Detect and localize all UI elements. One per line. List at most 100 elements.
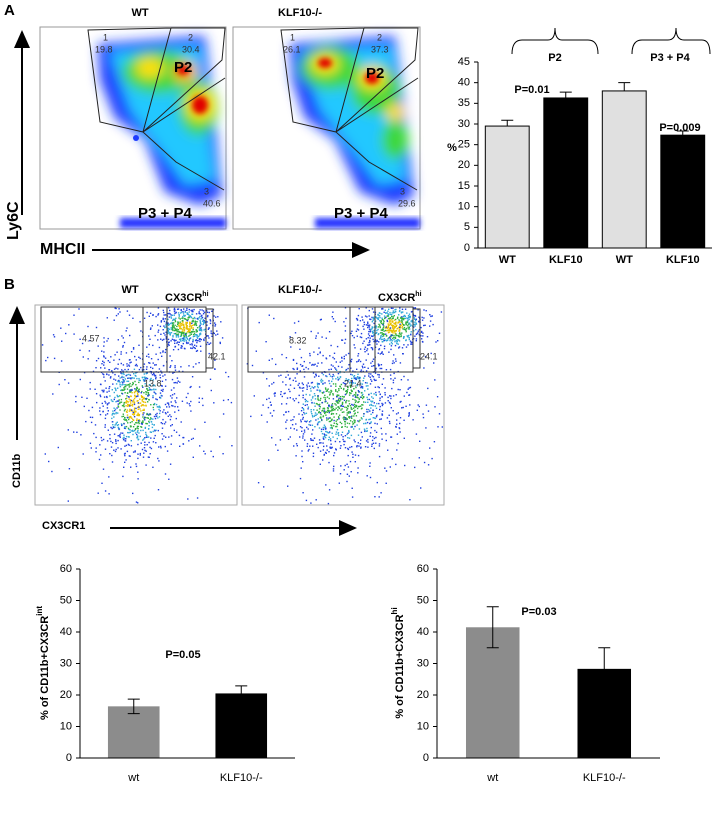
cell-dot <box>397 327 399 329</box>
cell-dot <box>287 485 289 487</box>
cell-dot <box>214 325 216 327</box>
cell-dot <box>146 377 149 380</box>
cell-dot <box>137 453 139 455</box>
cell-dot <box>402 337 405 339</box>
cell-dot <box>167 322 169 324</box>
cell-dot <box>190 322 192 324</box>
cell-dot <box>149 384 151 386</box>
cell-dot <box>386 327 388 330</box>
cell-dot <box>384 309 386 311</box>
cell-dot <box>177 321 179 323</box>
cell-dot <box>350 381 352 384</box>
cell-dot <box>187 498 189 500</box>
cell-dot <box>331 427 333 429</box>
cell-dot <box>150 404 152 406</box>
cell-dot <box>344 325 347 327</box>
cell-dot <box>377 326 379 328</box>
cell-dot <box>199 324 201 327</box>
error-bar <box>486 606 499 649</box>
cell-dot <box>196 336 198 338</box>
cell-dot <box>198 397 200 399</box>
cell-dot <box>180 323 182 325</box>
cell-dot <box>322 380 324 382</box>
cell-dot <box>319 421 321 423</box>
cell-dot <box>158 460 160 462</box>
cell-dot <box>178 314 180 316</box>
cell-dot <box>364 351 366 353</box>
cell-dot <box>148 394 150 396</box>
cell-dot <box>410 343 412 345</box>
cell-dot <box>131 384 134 386</box>
cell-dot <box>199 345 202 347</box>
cell-dot <box>356 445 358 447</box>
cell-dot <box>389 323 392 326</box>
cell-dot <box>130 404 132 406</box>
cell-dot <box>117 363 119 365</box>
cell-dot <box>143 447 146 449</box>
cell-dot <box>139 408 141 410</box>
cell-dot <box>159 392 162 394</box>
cell-dot <box>420 331 423 333</box>
cell-dot <box>152 379 154 381</box>
cell-dot <box>172 329 174 332</box>
cell-dot <box>133 373 135 375</box>
annotation: P2 <box>548 52 561 64</box>
cell-dot <box>375 379 377 381</box>
cell-dot <box>376 481 378 484</box>
cell-dot <box>392 337 394 340</box>
cell-dot <box>371 347 374 349</box>
cell-dot <box>414 307 417 309</box>
cell-dot <box>347 448 350 451</box>
cell-dot <box>121 369 123 371</box>
cell-dot <box>385 339 387 341</box>
cell-dot <box>356 319 359 321</box>
cell-dot <box>143 404 145 407</box>
cell-dot <box>137 408 139 410</box>
cell-dot <box>132 411 134 414</box>
cell-dot <box>332 311 334 313</box>
cell-dot <box>319 319 322 321</box>
cell-dot <box>306 386 308 388</box>
cell-dot <box>177 348 180 351</box>
gate-title: CX3CRhi <box>378 291 422 304</box>
annotation: P=0.03 <box>521 606 556 618</box>
cell-dot <box>140 366 142 369</box>
cell-dot <box>172 336 174 338</box>
cell-dot <box>338 388 340 390</box>
cell-dot <box>188 311 190 313</box>
cell-dot <box>347 437 349 439</box>
cell-dot <box>338 414 341 416</box>
cell-dot <box>169 333 171 335</box>
cell-dot <box>304 439 306 441</box>
cell-dot <box>391 387 393 390</box>
cell-dot <box>177 406 179 408</box>
cell-dot <box>95 367 97 369</box>
cell-dot <box>325 428 327 430</box>
cell-dot <box>199 315 201 318</box>
cell-dot <box>183 329 186 331</box>
cell-dot <box>126 416 129 419</box>
cell-dot <box>408 415 410 417</box>
cell-dot <box>309 352 311 355</box>
cell-dot <box>149 338 151 340</box>
cell-dot <box>322 392 324 394</box>
cell-dot <box>332 394 334 396</box>
cell-dot <box>106 391 108 393</box>
density-plot <box>39 26 227 230</box>
cell-dot <box>127 377 129 379</box>
cell-dot <box>299 436 301 438</box>
cell-dot <box>100 436 102 439</box>
cell-dot <box>389 466 391 468</box>
cell-dot <box>320 413 322 416</box>
cell-dot <box>327 410 330 412</box>
cell-dot <box>362 342 364 345</box>
cell-dot <box>330 406 332 408</box>
cell-dot <box>142 456 145 458</box>
cell-dot <box>184 311 186 313</box>
cell-dot <box>350 471 352 473</box>
cell-dot <box>134 355 136 358</box>
cell-dot <box>99 394 101 396</box>
cell-dot <box>307 450 309 452</box>
cell-dot <box>150 417 152 419</box>
cell-dot <box>121 335 123 337</box>
